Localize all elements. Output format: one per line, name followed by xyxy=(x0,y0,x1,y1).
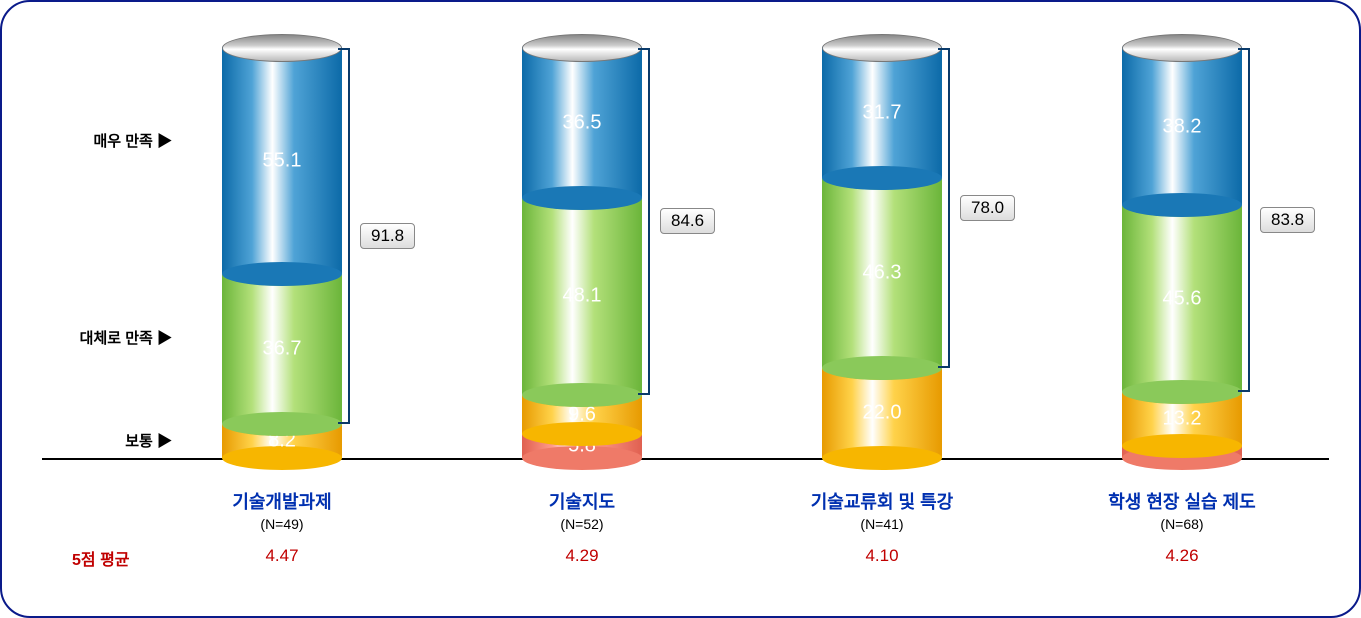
chart-frame: 매우 만족 ▶대체로 만족 ▶보통 ▶ 5점 평균 8.236.755.191.… xyxy=(0,0,1361,618)
segment-value: 48.1 xyxy=(522,285,642,308)
cylinder-body: 2.913.245.638.2 xyxy=(1122,48,1242,458)
cylinder: 22.0 46.3 31.7 xyxy=(822,48,942,458)
cylinder: 2.913.245.638.2 xyxy=(1122,48,1242,458)
cylinder-cap xyxy=(822,34,942,62)
category-title: 기술개발과제 xyxy=(152,488,412,514)
segment-satisfied: 48.1 xyxy=(522,198,642,395)
segment-value: 55.1 xyxy=(222,149,342,172)
category-n: (N=41) xyxy=(752,516,1012,532)
segment-very_satisfied: 31.7 xyxy=(822,48,942,178)
segment-value: 46.3 xyxy=(822,261,942,284)
segment-value: 22.0 xyxy=(822,401,942,424)
cylinder-body: 8.236.755.1 xyxy=(222,48,342,458)
column: 2.913.245.638.283.8학생 현장 실습 제도(N=68)4.26 xyxy=(1052,22,1312,596)
segment-value: 36.5 xyxy=(522,111,642,134)
category-avg: 4.26 xyxy=(1052,546,1312,566)
segment-bottom-ellipse xyxy=(1122,193,1242,217)
segment-value: 13.2 xyxy=(1122,408,1242,431)
segment-value: 31.7 xyxy=(822,102,942,125)
segment-satisfied: 45.6 xyxy=(1122,205,1242,392)
segment-very_satisfied: 36.5 xyxy=(522,48,642,198)
callout-sum: 84.6 xyxy=(660,208,715,234)
category-n: (N=49) xyxy=(152,516,412,532)
cylinder: 5.89.648.136.5 xyxy=(522,48,642,458)
segment-satisfied: 46.3 xyxy=(822,178,942,368)
cylinder-body: 22.0 46.3 31.7 xyxy=(822,48,942,458)
bracket xyxy=(948,48,950,368)
cylinder-cap xyxy=(522,34,642,62)
cylinder-cap xyxy=(222,34,342,62)
bracket xyxy=(648,48,650,395)
bracket xyxy=(1248,48,1250,392)
category-title: 학생 현장 실습 제도 xyxy=(1052,488,1312,514)
segment-bottom-ellipse xyxy=(522,383,642,407)
column: 22.0 46.3 31.7 78.0 기술교류회 및 특강 (N=41) 4.10 xyxy=(752,22,1012,596)
chart-area: 매우 만족 ▶대체로 만족 ▶보통 ▶ 5점 평균 8.236.755.191.… xyxy=(42,22,1329,596)
category-avg: 4.47 xyxy=(152,546,412,566)
segment-bottom-ellipse xyxy=(822,446,942,470)
segment-very_satisfied: 55.1 xyxy=(222,48,342,274)
segment-neutral: 22.0 xyxy=(822,368,942,458)
callout-sum: 83.8 xyxy=(1260,207,1315,233)
segment-bottom-ellipse xyxy=(522,186,642,210)
category-avg: 4.10 xyxy=(752,546,1012,566)
avg-row-label: 5점 평균 xyxy=(72,546,130,570)
column: 8.236.755.191.8기술개발과제(N=49)4.47 xyxy=(152,22,412,596)
cylinder: 8.236.755.1 xyxy=(222,48,342,458)
segment-value: 45.6 xyxy=(1122,287,1242,310)
column: 5.89.648.136.584.6기술지도(N=52)4.29 xyxy=(452,22,712,596)
segment-bottom-ellipse xyxy=(822,166,942,190)
bracket xyxy=(348,48,350,424)
segment-value: 38.2 xyxy=(1122,115,1242,138)
segment-satisfied: 36.7 xyxy=(222,274,342,424)
category-n: (N=52) xyxy=(452,516,712,532)
segment-bottom-ellipse xyxy=(222,262,342,286)
callout-sum: 78.0 xyxy=(960,195,1015,221)
segment-very_satisfied: 38.2 xyxy=(1122,48,1242,205)
cylinder-body: 5.89.648.136.5 xyxy=(522,48,642,458)
category-n: (N=68) xyxy=(1052,516,1312,532)
category-title: 기술지도 xyxy=(452,488,712,514)
category-title: 기술교류회 및 특강 xyxy=(752,488,1012,514)
category-avg: 4.29 xyxy=(452,546,712,566)
segment-bottom-ellipse xyxy=(822,356,942,380)
segment-bottom-ellipse xyxy=(1122,380,1242,404)
segment-value: 36.7 xyxy=(222,338,342,361)
segment-bottom-ellipse xyxy=(1122,434,1242,458)
cylinder-cap xyxy=(1122,34,1242,62)
callout-sum: 91.8 xyxy=(360,223,415,249)
